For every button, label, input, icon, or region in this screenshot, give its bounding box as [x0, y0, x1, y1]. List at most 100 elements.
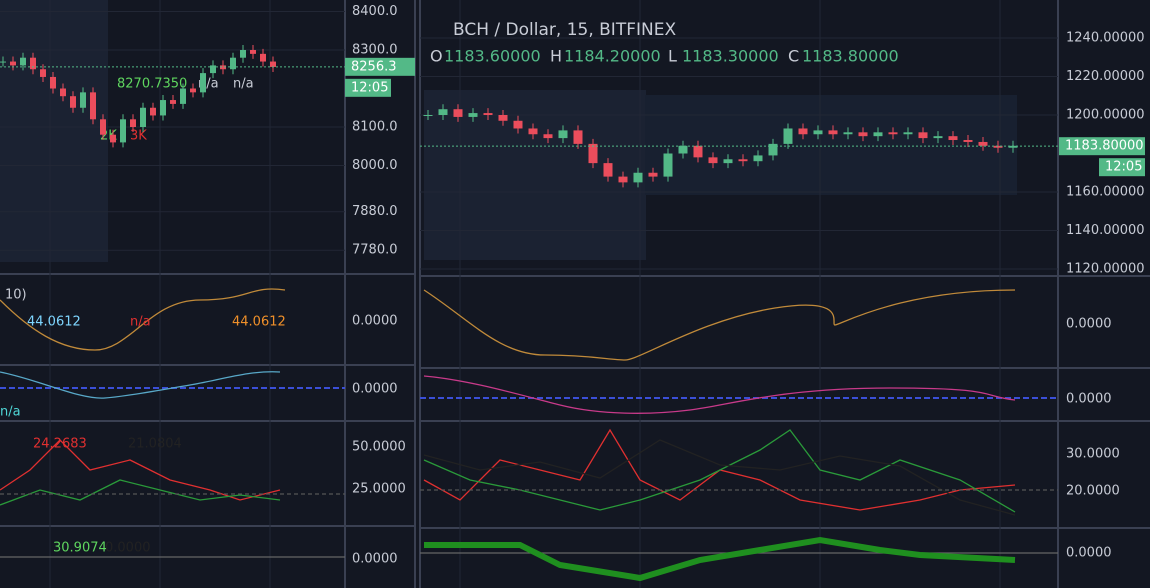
candle: [468, 113, 478, 117]
candle: [150, 107, 156, 116]
ohlc-value: 1183.60000: [444, 47, 541, 66]
candle: [140, 107, 146, 127]
candle: [543, 134, 553, 139]
candle: [120, 119, 126, 143]
last-price-box: [345, 57, 415, 76]
indicator-value: 21.0804: [128, 437, 182, 452]
candle: [498, 115, 508, 121]
candle: [20, 57, 26, 66]
indicator-value: 0.0000: [105, 541, 151, 556]
price-axis-label: 8400.0: [352, 4, 398, 19]
countdown: 12:05: [1105, 160, 1142, 175]
price-axis-label: 1160.00000: [1066, 185, 1145, 200]
ohlc-key: O: [430, 47, 443, 66]
ohlc-key: L: [668, 47, 677, 66]
candle: [90, 92, 96, 120]
countdown: 12:05: [351, 80, 388, 95]
indicator-axis-label: 50.0000: [352, 440, 406, 455]
candle: [903, 132, 913, 135]
candle: [110, 134, 116, 143]
indicator-axis-label: 0.0000: [1066, 546, 1112, 561]
candle: [528, 128, 538, 135]
candle: [180, 88, 186, 104]
last-price-box: [1059, 137, 1145, 156]
candle: [230, 57, 236, 70]
candle: [588, 143, 598, 164]
indicator-value: 44.0612: [27, 315, 81, 330]
candle: [40, 69, 46, 77]
price-axis-label: 8300.0: [352, 43, 398, 58]
candle: [648, 172, 658, 177]
price-axis-label: 1220.00000: [1066, 69, 1145, 84]
indicator-value: 44.0612: [232, 315, 286, 330]
price-axis-label: 8000.0: [352, 158, 398, 173]
indicator-axis-label: 0.0000: [352, 382, 398, 397]
indicator-axis-label: 0.0000: [1066, 317, 1112, 332]
candle: [693, 145, 703, 158]
candle: [50, 76, 56, 89]
candle: [453, 109, 463, 117]
candle: [678, 145, 688, 154]
candle: [200, 73, 206, 93]
candle: [10, 61, 16, 66]
candle: [558, 130, 568, 139]
session-shade: [645, 95, 1017, 195]
price-axis-label: 7880.0: [352, 204, 398, 219]
indicator-value: n/a: [130, 315, 151, 330]
last-price: 8256.3: [351, 59, 397, 74]
candle: [573, 130, 583, 144]
indicator-lines: [0, 288, 1058, 582]
candle: [270, 61, 276, 67]
ohlc-value: 1184.20000: [564, 47, 661, 66]
candle: [738, 159, 748, 162]
price-axis-label: 1140.00000: [1066, 223, 1145, 238]
price-axis-label: 7780.0: [352, 243, 398, 258]
candle: [813, 130, 823, 135]
candle: [220, 65, 226, 70]
candle: [100, 119, 106, 135]
candle: [753, 155, 763, 162]
candle: [723, 159, 733, 164]
candle: [993, 145, 1003, 148]
candle: [978, 141, 988, 146]
candle: [60, 88, 66, 97]
candle: [618, 176, 628, 183]
session-shade: [0, 0, 108, 262]
indicator-value: 24.2683: [33, 437, 87, 452]
candle: [210, 65, 216, 74]
countdown-box: [345, 78, 391, 97]
indicator-axis-label: 20.0000: [1066, 484, 1120, 499]
candle: [918, 132, 928, 139]
candle: [170, 100, 176, 104]
candle: [708, 157, 718, 164]
candle: [633, 172, 643, 183]
candle: [70, 96, 76, 108]
candle: [873, 132, 883, 137]
candle: [888, 132, 898, 135]
candle: [190, 88, 196, 93]
candle: [843, 132, 853, 135]
candle: [240, 50, 246, 58]
indicator-axis-label: 0.0000: [1066, 392, 1112, 407]
last-price: 1183.80000: [1065, 139, 1144, 154]
candle: [30, 57, 36, 70]
symbol[interactable]: BCH / Dollar, 15, BITFINEX: [453, 20, 676, 40]
candle: [783, 128, 793, 144]
candle: [798, 128, 808, 135]
candle: [0, 61, 6, 63]
candle: [963, 140, 973, 142]
volume-label: 3K: [130, 129, 147, 144]
price-axis-label: 1120.00000: [1066, 262, 1145, 277]
price-axis-label: 8100.0: [352, 120, 398, 135]
candle: [933, 136, 943, 139]
candle: [948, 136, 958, 141]
candle: [160, 100, 166, 116]
candle: [130, 119, 136, 127]
legend-value: 8270.7350: [117, 77, 187, 92]
countdown-box: [1099, 158, 1145, 177]
indicator-axis-label: 30.0000: [1066, 447, 1120, 462]
ohlc-key: H: [550, 47, 562, 66]
price-axis-label: 1200.00000: [1066, 108, 1145, 123]
candle: [768, 143, 778, 156]
indicator-value: n/a: [0, 405, 21, 420]
